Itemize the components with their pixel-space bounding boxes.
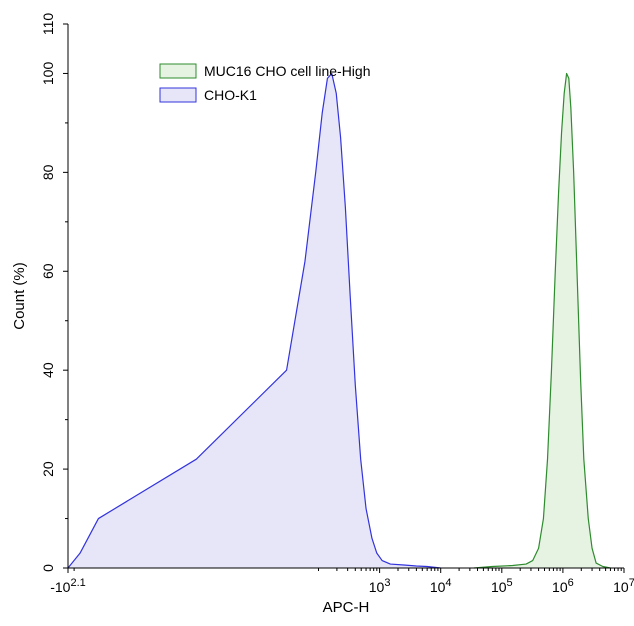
x-tick-label: 103 xyxy=(369,577,391,595)
x-tick-label: 106 xyxy=(552,577,574,595)
y-axis-title: Count (%) xyxy=(11,262,28,330)
ticks: 0 20 40 60 80 100 110 -102.1 103 104 105 106 107 xyxy=(40,13,634,595)
y-tick-label: 80 xyxy=(40,164,56,180)
legend-label: CHO-K1 xyxy=(204,87,257,103)
series-fill-cho-k1 xyxy=(68,73,441,568)
legend-swatch xyxy=(159,87,197,103)
legend: MUC16 CHO cell line-High CHO-K1 xyxy=(159,63,371,103)
y-tick-label: 100 xyxy=(40,62,56,86)
y-tick-label: 60 xyxy=(40,263,56,279)
y-tick-label: 0 xyxy=(40,564,56,572)
y-tick-label: 110 xyxy=(40,13,56,36)
x-tick-label: 105 xyxy=(491,577,513,595)
y-tick-label: 40 xyxy=(40,362,56,378)
x-axis-title: APC-H xyxy=(323,599,370,616)
x-tick-label: 107 xyxy=(613,577,634,595)
legend-label: MUC16 CHO cell line-High xyxy=(204,63,371,79)
series-layer xyxy=(67,72,611,569)
x-tick-label: -102.1 xyxy=(50,577,86,595)
legend-swatch xyxy=(159,63,197,79)
x-tick-label: 104 xyxy=(430,577,452,595)
series-fill-muc16-cho-cell-line-high xyxy=(473,73,611,568)
y-tick-label: 20 xyxy=(40,461,56,477)
series-line-muc16-cho-cell-line-high xyxy=(473,72,611,569)
series-line-cho-k1 xyxy=(67,72,441,569)
